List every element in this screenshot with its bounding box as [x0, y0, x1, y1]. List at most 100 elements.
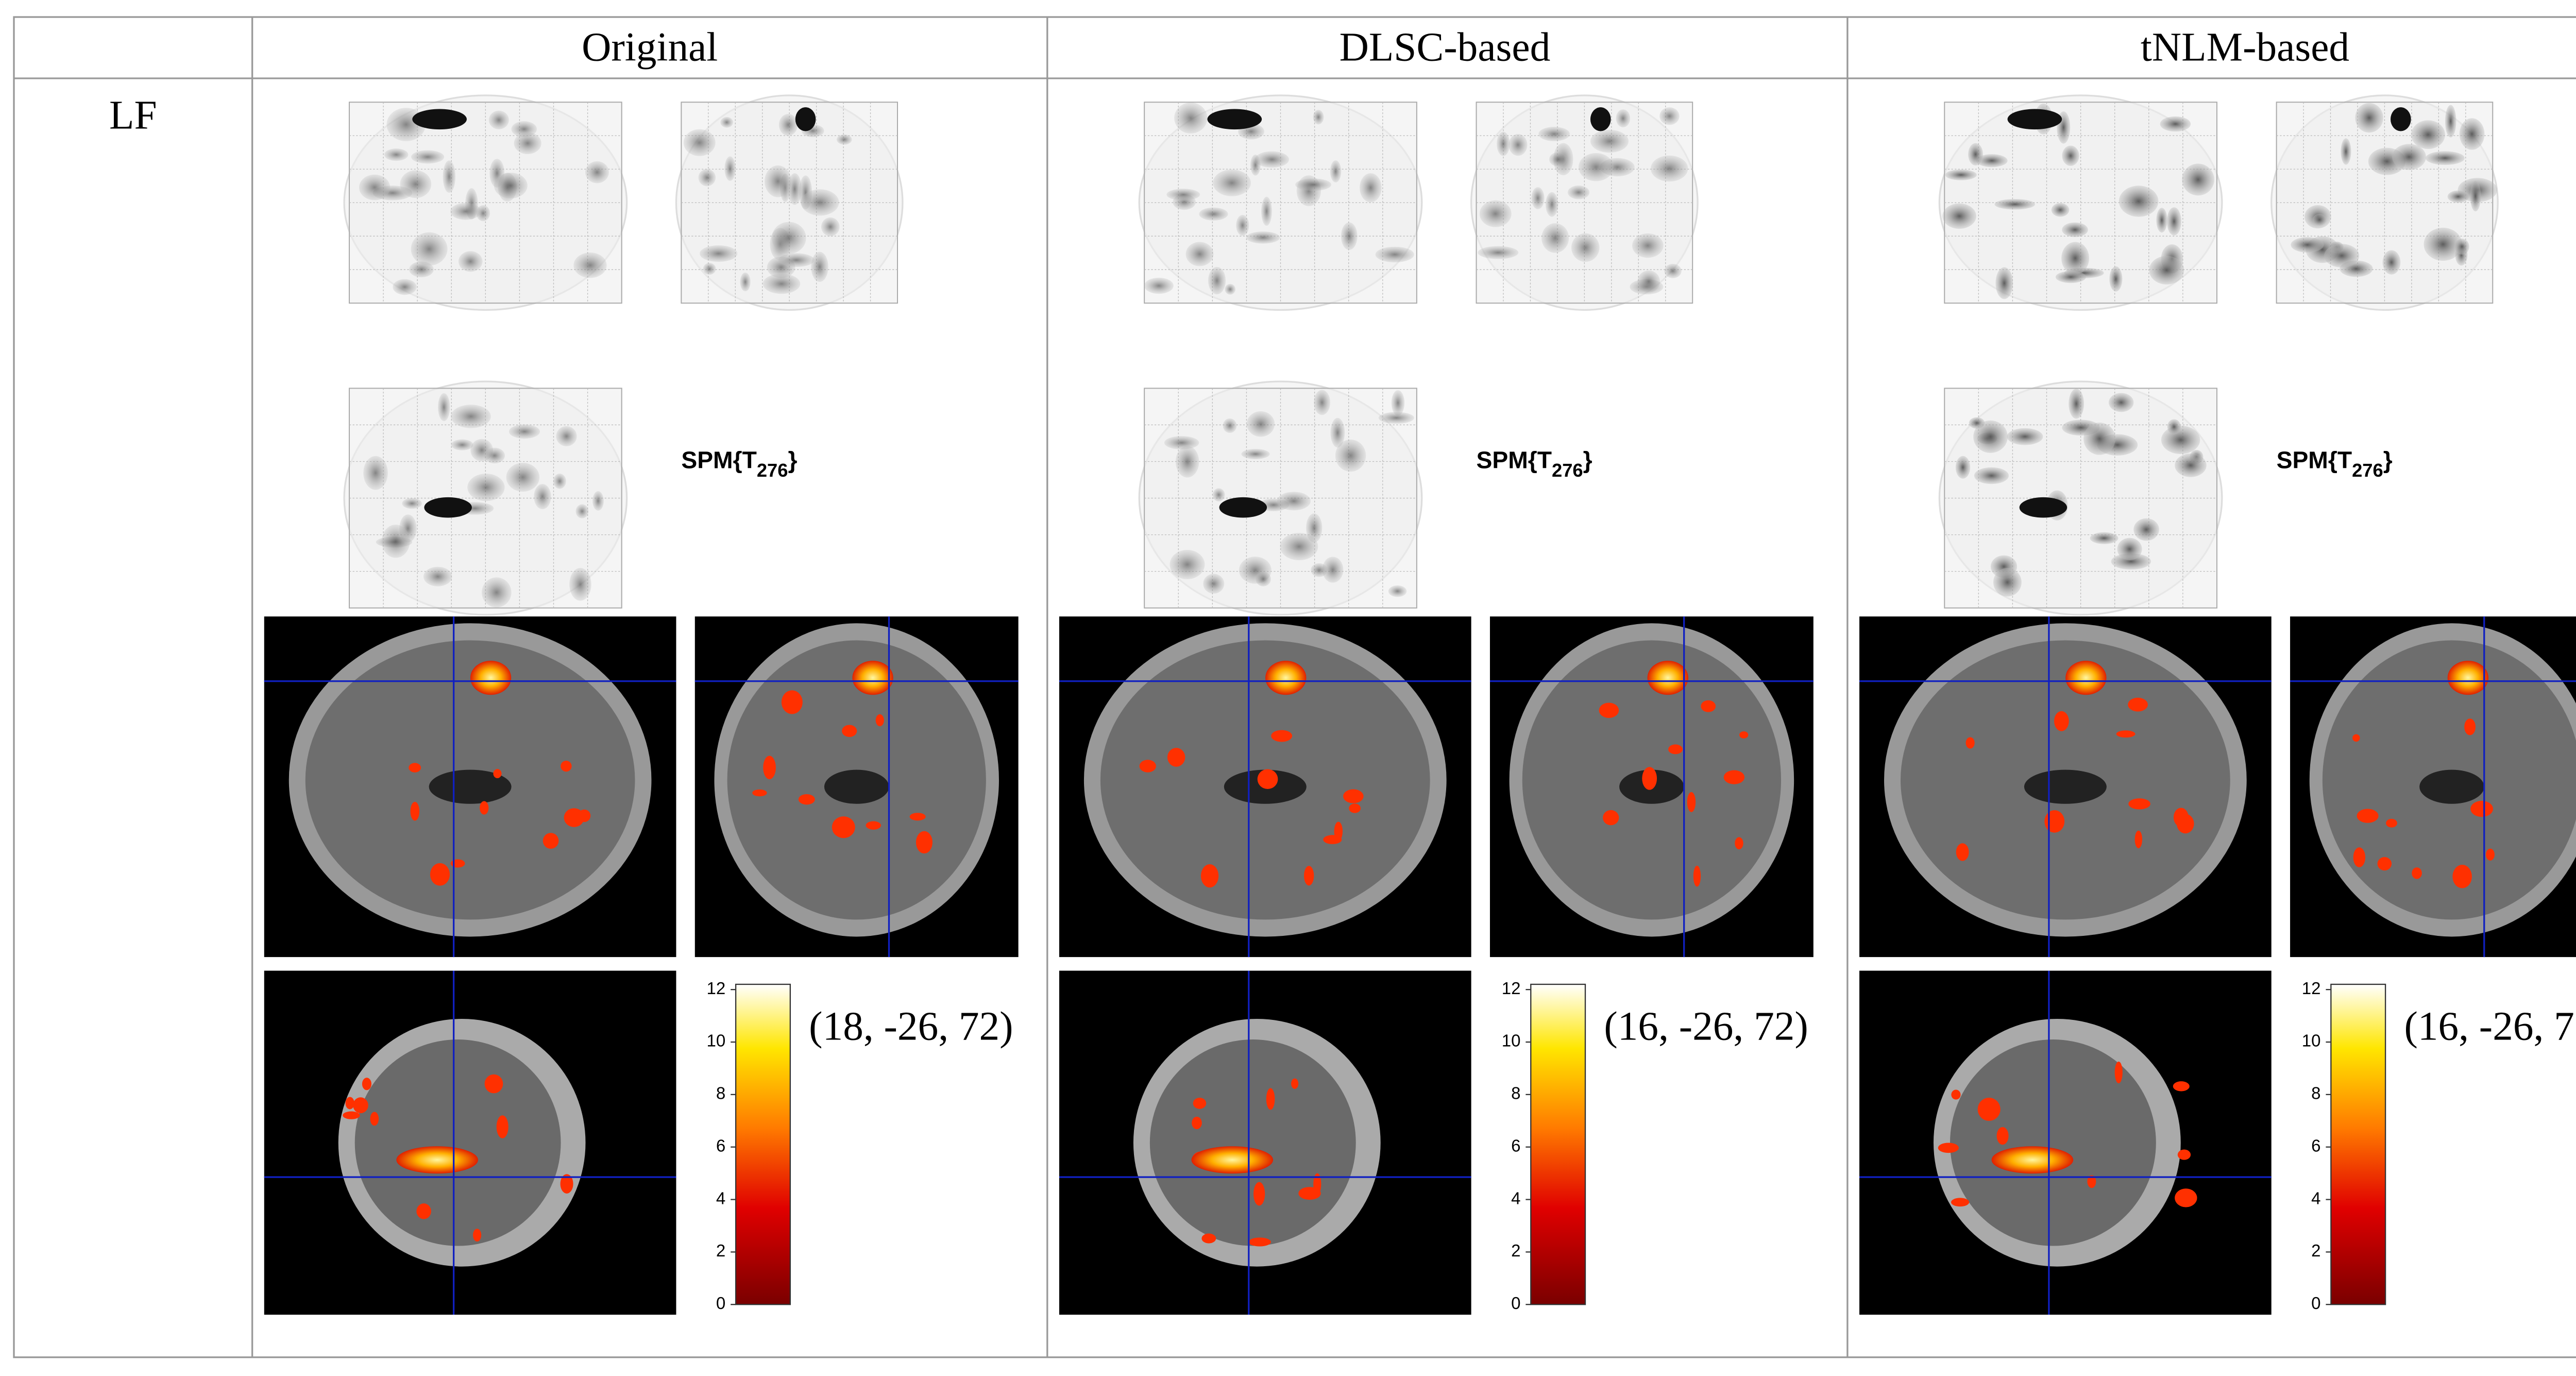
hot-spot	[2447, 661, 2489, 695]
activation	[2166, 207, 2181, 236]
activation	[1246, 231, 1280, 244]
activation	[801, 189, 839, 216]
activation	[2425, 151, 2465, 165]
spm-label-part: 276	[2352, 460, 2383, 481]
activation	[1664, 263, 1682, 278]
hot-spot	[2065, 661, 2107, 695]
activation	[1208, 266, 1226, 295]
hot-spot	[470, 661, 512, 695]
activation	[1578, 153, 1614, 181]
activation	[1642, 767, 1657, 790]
activation	[1942, 203, 1976, 229]
activation	[1388, 585, 1407, 597]
activation	[1343, 789, 1364, 803]
spm-label-part: }	[2383, 447, 2393, 474]
activation	[1266, 1088, 1275, 1110]
activation	[556, 426, 577, 447]
activation	[1314, 390, 1330, 415]
activation	[1306, 513, 1323, 543]
colorbar-tick-label: 4	[2311, 1189, 2320, 1208]
activation	[1360, 173, 1382, 203]
activation	[467, 474, 505, 501]
activation	[698, 169, 716, 187]
hot-spot	[396, 1146, 478, 1174]
activation	[1378, 412, 1414, 424]
cell: SPM{T276} 0 2 4 6 8 10 12 (18, -26, 72)	[264, 94, 1019, 1315]
activation	[362, 1078, 371, 1090]
activation	[410, 801, 420, 821]
peak	[424, 497, 472, 518]
activation	[2452, 865, 2472, 888]
activation	[2069, 389, 2084, 419]
activation	[1174, 102, 1208, 134]
colorbar-tick-label: 8	[716, 1084, 725, 1103]
mri-slice	[264, 970, 676, 1315]
activation	[575, 504, 589, 518]
activation	[1223, 418, 1237, 433]
activation	[481, 577, 512, 608]
activation	[370, 1112, 379, 1126]
activation	[1185, 242, 1214, 266]
activation	[472, 1229, 482, 1242]
spm-label-part: SPM{T	[1477, 447, 1552, 474]
activation	[1170, 549, 1205, 579]
spm-label-part: 276	[757, 460, 788, 481]
activation	[2149, 256, 2184, 284]
activation	[2175, 454, 2207, 477]
activation	[2313, 213, 2327, 226]
activation	[411, 150, 445, 164]
activation	[400, 170, 432, 198]
colorbar-tick-label: 2	[1511, 1241, 1520, 1261]
activation	[480, 801, 489, 815]
peak	[2007, 109, 2062, 130]
activation	[798, 794, 815, 805]
activation	[1257, 769, 1278, 789]
mri-slice	[1489, 616, 1814, 958]
activation	[1995, 267, 2013, 299]
colorbar-tick-label: 0	[1511, 1294, 1520, 1313]
peak	[2019, 497, 2067, 518]
hot-spot	[1991, 1146, 2074, 1174]
column-header: Original	[582, 24, 718, 70]
activation	[569, 568, 591, 601]
peak	[2391, 107, 2411, 131]
activation	[514, 132, 541, 155]
hot-spot	[852, 661, 893, 695]
colorbar-tick-label: 10	[1502, 1032, 1521, 1051]
colorbar-tick-label: 4	[1511, 1189, 1520, 1208]
activation	[496, 1115, 509, 1138]
activation	[1203, 574, 1225, 594]
activation	[363, 456, 388, 490]
mri-slice	[264, 616, 676, 958]
activation	[543, 833, 559, 849]
activation	[2357, 809, 2379, 823]
glass-brain	[1138, 380, 1423, 616]
activation	[1497, 131, 1510, 156]
activation	[534, 484, 551, 510]
activation	[2055, 271, 2086, 283]
mri-slice	[1859, 970, 2272, 1315]
activation	[1261, 196, 1272, 226]
activation	[1603, 810, 1619, 826]
activation	[1545, 192, 1558, 217]
activation	[2445, 105, 2456, 138]
activation	[2175, 1188, 2197, 1207]
activation	[409, 763, 421, 773]
activation	[1590, 129, 1629, 153]
activation	[2470, 800, 2493, 817]
activation	[1965, 737, 1975, 749]
activation	[1538, 127, 1570, 142]
activation	[875, 714, 884, 727]
activation	[343, 1111, 360, 1119]
activation	[2062, 145, 2079, 166]
activation	[2324, 244, 2360, 268]
activation	[683, 129, 716, 156]
activation	[393, 279, 417, 295]
activation	[2109, 393, 2134, 412]
mri-slice	[1059, 970, 1471, 1315]
activation	[2176, 814, 2194, 834]
glass-brain	[2270, 94, 2499, 311]
activation	[811, 251, 828, 282]
colorbar-tick-label: 6	[1511, 1136, 1520, 1155]
activation	[1164, 436, 1199, 450]
